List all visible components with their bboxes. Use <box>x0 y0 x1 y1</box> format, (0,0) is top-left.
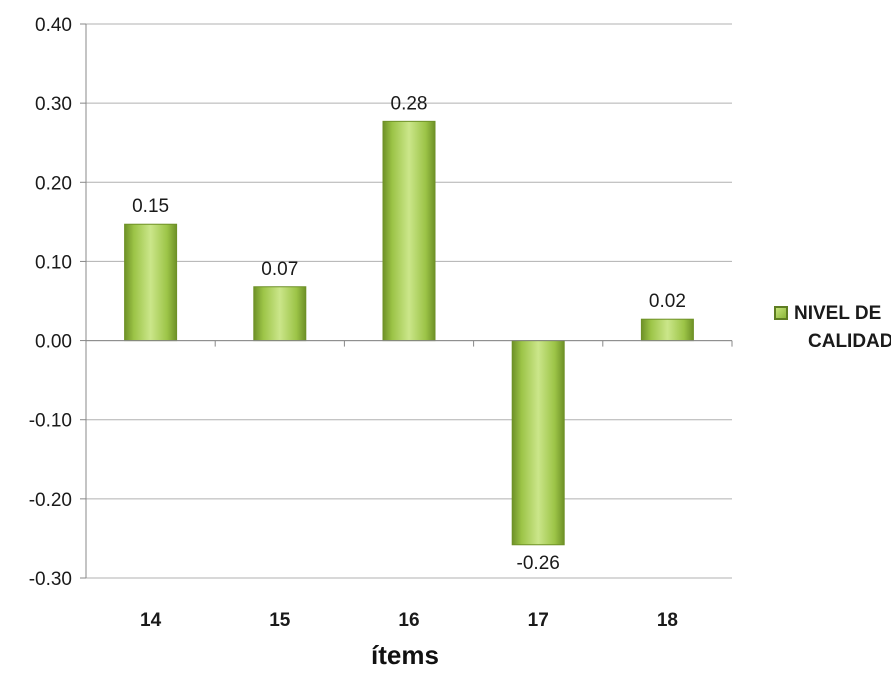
y-tick-label: 0.10 <box>35 252 72 273</box>
bar-15 <box>253 286 307 342</box>
y-tick-label: 0.20 <box>35 173 72 194</box>
y-tick-label: 0.40 <box>35 15 72 36</box>
data-label: 0.15 <box>132 196 169 217</box>
legend-label-line1: NIVEL DE <box>794 303 882 324</box>
bar-16 <box>382 120 436 342</box>
y-tick-label: -0.30 <box>29 569 72 590</box>
y-tick-label: 0.00 <box>35 332 72 353</box>
y-tick-label: -0.20 <box>29 490 72 511</box>
x-tick-label: 17 <box>528 610 549 631</box>
legend-label-line2: CALIDAD <box>808 331 891 352</box>
x-tick-label: 14 <box>140 610 162 631</box>
y-tick-label: -0.10 <box>29 411 72 432</box>
x-tick-label: 18 <box>657 610 678 631</box>
bar-18 <box>640 318 694 342</box>
data-label: 0.07 <box>261 259 298 280</box>
y-tick-label: 0.30 <box>35 94 72 115</box>
data-labels: 0.15 0.07 0.28 -0.26 0.02 <box>132 93 686 573</box>
legend: NIVEL DE CALIDAD <box>774 300 891 356</box>
x-tick-labels: 14 15 16 17 18 <box>140 610 678 631</box>
axes <box>80 23 733 579</box>
data-label: 0.28 <box>391 93 428 114</box>
legend-swatch-icon <box>774 306 788 320</box>
data-label: 0.02 <box>649 291 686 312</box>
y-tick-labels: 0.40 0.30 0.20 0.10 0.00 -0.10 -0.20 -0.30 <box>29 15 72 590</box>
bar-17 <box>511 340 565 546</box>
x-tick-label: 15 <box>269 610 291 631</box>
x-tick-label: 16 <box>398 610 419 631</box>
data-label: -0.26 <box>517 553 560 574</box>
bar-14 <box>124 223 178 342</box>
bars <box>124 120 694 546</box>
x-axis-title: ítems <box>371 640 439 670</box>
